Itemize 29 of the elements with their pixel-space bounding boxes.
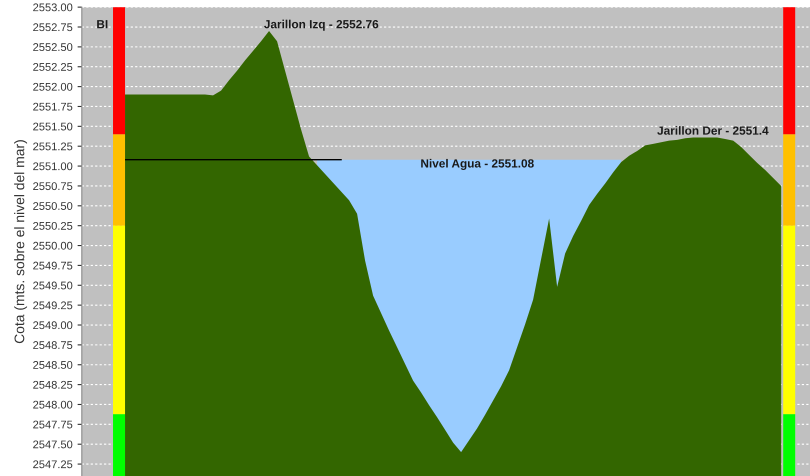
y-tick-label: 2551.25 (33, 142, 72, 150)
y-axis-title: Cota (mts. sobre el nivel del mar) (14, 140, 28, 344)
y-tick-label: 2548.75 (33, 341, 72, 350)
y-tick-label: 2552.75 (33, 23, 72, 32)
annotation: Jarillon Der - 2551.4 (657, 126, 769, 135)
y-tick-label: 2548.00 (33, 400, 72, 409)
y-tick-label: 2550.25 (33, 222, 72, 230)
y-tick-label: 2547.25 (33, 460, 72, 468)
y-tick-label: 2552.25 (33, 63, 72, 71)
y-tick-label: 2549.50 (33, 282, 72, 290)
y-tick-label: 2548.25 (33, 380, 72, 389)
y-tick-label: 2547.50 (33, 440, 72, 448)
y-tick-label: 2547.75 (33, 420, 72, 428)
y-tick-label: 2552.00 (33, 82, 72, 91)
y-tick-label: 2551.50 (33, 122, 72, 130)
y-tick-label: 2551.00 (33, 162, 72, 170)
y-tick-label: 2551.75 (33, 102, 72, 111)
annotation: Jarillon Izq - 2552.76 (264, 20, 378, 31)
y-tick-label: 2552.50 (33, 43, 72, 52)
y-tick-label: 2550.50 (33, 202, 72, 210)
y-tick-label: 2549.75 (33, 262, 72, 270)
annotation: Nivel Agua - 2551.08 (421, 158, 534, 170)
y-tick-label: 2550.00 (33, 242, 72, 250)
y-tick-label: 2550.75 (33, 182, 72, 190)
text: BI (97, 20, 108, 28)
y-tick-label: 2549.00 (33, 321, 72, 330)
y-tick-label: 2548.50 (33, 361, 72, 369)
y-tick-label: 2553.00 (33, 3, 72, 12)
y-tick-label: 2549.25 (33, 301, 72, 310)
